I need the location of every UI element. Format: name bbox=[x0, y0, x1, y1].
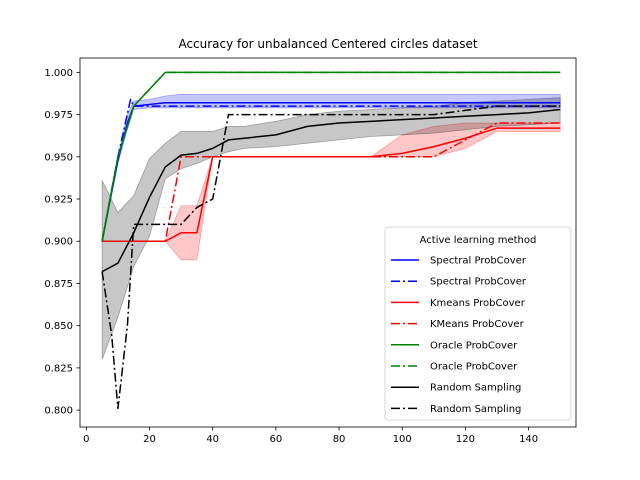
x-tick-label: 80 bbox=[333, 434, 346, 445]
chart-title: Accuracy for unbalanced Centered circles… bbox=[178, 37, 477, 51]
series-line-6 bbox=[101, 108, 561, 273]
plot-frame bbox=[79, 57, 577, 428]
y-tick-label: 0.925 bbox=[44, 195, 73, 206]
series-line-7 bbox=[101, 105, 561, 410]
band-series-0 bbox=[101, 93, 561, 242]
series-line-5 bbox=[101, 71, 561, 242]
x-tick-label: 60 bbox=[270, 434, 283, 445]
y-tick-label: 0.950 bbox=[44, 152, 73, 163]
legend-label-1: Spectral ProbCover bbox=[430, 277, 527, 288]
axes: 0 20 40 60 80 100 120 140 0.800 0.825 0.850 0.875 0.… bbox=[44, 57, 577, 445]
legend-label-7: Random Sampling bbox=[430, 404, 521, 415]
y-tick-label: 1.000 bbox=[44, 68, 73, 79]
legend-box bbox=[384, 226, 572, 421]
x-tick-label: 100 bbox=[393, 434, 412, 445]
y-tick-label: 0.850 bbox=[44, 321, 73, 332]
series-lines bbox=[101, 71, 561, 410]
confidence-bands bbox=[101, 93, 561, 360]
x-tick-label: 120 bbox=[456, 434, 475, 445]
legend-label-6: Random Sampling bbox=[430, 383, 521, 394]
y-tick-label: 0.875 bbox=[44, 279, 73, 290]
legend-label-2: Kmeans ProbCover bbox=[430, 298, 526, 309]
y-tick-label: 0.975 bbox=[44, 110, 73, 121]
y-tick-label: 0.825 bbox=[44, 363, 73, 374]
legend: Active learning method Spectral ProbCover… bbox=[384, 226, 572, 421]
band-series-2 bbox=[102, 122, 561, 261]
y-tick-label: 0.800 bbox=[44, 406, 73, 417]
band-series-6 bbox=[101, 97, 561, 360]
series-line-0 bbox=[101, 102, 561, 242]
legend-label-0: Spectral ProbCover bbox=[430, 256, 527, 267]
legend-label-3: KMeans ProbCover bbox=[430, 319, 525, 330]
series-line-3 bbox=[102, 122, 561, 242]
x-tick-label: 40 bbox=[206, 434, 219, 445]
y-tick-label: 0.900 bbox=[44, 237, 73, 248]
legend-label-4: Oracle ProbCover bbox=[430, 340, 518, 351]
legend-title: Active learning method bbox=[420, 235, 537, 246]
x-tick-label: 0 bbox=[83, 434, 89, 445]
x-tick-label: 140 bbox=[519, 434, 538, 445]
x-tick-label: 20 bbox=[143, 434, 156, 445]
legend-label-5: Oracle ProbCover bbox=[430, 362, 518, 373]
